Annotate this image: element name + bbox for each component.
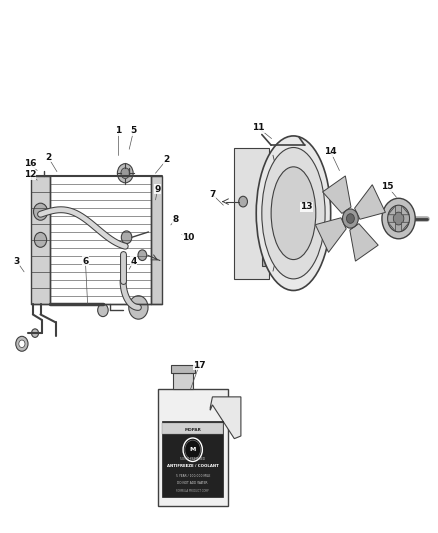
FancyBboxPatch shape <box>162 421 223 497</box>
FancyBboxPatch shape <box>173 373 193 389</box>
Text: 2: 2 <box>45 153 51 161</box>
FancyBboxPatch shape <box>234 148 269 279</box>
Polygon shape <box>355 185 385 219</box>
Text: 16: 16 <box>24 159 36 168</box>
FancyBboxPatch shape <box>31 176 50 304</box>
Polygon shape <box>402 206 409 215</box>
Text: 10: 10 <box>182 233 194 241</box>
FancyBboxPatch shape <box>151 176 162 304</box>
Circle shape <box>138 250 147 261</box>
Circle shape <box>343 209 358 228</box>
Text: 8: 8 <box>172 215 178 224</box>
Circle shape <box>185 440 201 459</box>
Text: 9: 9 <box>155 185 161 193</box>
Circle shape <box>16 336 28 351</box>
Polygon shape <box>388 206 396 215</box>
Text: 14: 14 <box>325 148 337 156</box>
Text: DO NOT ADD WATER: DO NOT ADD WATER <box>177 481 208 485</box>
FancyBboxPatch shape <box>171 365 195 373</box>
Text: 2: 2 <box>163 156 170 164</box>
Text: MOPAR: MOPAR <box>184 428 201 432</box>
Circle shape <box>33 203 47 220</box>
Text: 4: 4 <box>131 257 137 265</box>
Circle shape <box>388 205 410 232</box>
Text: 15: 15 <box>381 182 394 191</box>
Text: FORMULA PRODUCT CORP: FORMULA PRODUCT CORP <box>177 489 209 493</box>
Circle shape <box>393 212 404 225</box>
Polygon shape <box>323 176 351 213</box>
Polygon shape <box>388 222 396 231</box>
Text: 11: 11 <box>252 124 265 132</box>
FancyBboxPatch shape <box>162 423 223 434</box>
Circle shape <box>121 168 130 179</box>
Circle shape <box>239 196 247 207</box>
Circle shape <box>129 296 148 319</box>
Ellipse shape <box>256 136 331 290</box>
Ellipse shape <box>271 167 316 260</box>
Text: 7: 7 <box>209 190 215 199</box>
Polygon shape <box>350 224 378 261</box>
Circle shape <box>98 304 108 317</box>
Circle shape <box>346 214 354 223</box>
Circle shape <box>183 438 202 462</box>
Text: 50/50 PREMIXED: 50/50 PREMIXED <box>180 457 205 461</box>
Text: 6: 6 <box>82 257 88 265</box>
Circle shape <box>121 231 132 244</box>
Circle shape <box>32 329 39 337</box>
Text: 3: 3 <box>14 257 20 265</box>
Circle shape <box>34 232 46 247</box>
Text: ANTIFREEZE / COOLANT: ANTIFREEZE / COOLANT <box>167 464 219 469</box>
Text: 5 YEAR / 100,000 MILE: 5 YEAR / 100,000 MILE <box>176 474 210 478</box>
Circle shape <box>117 164 133 183</box>
Ellipse shape <box>262 148 325 279</box>
Circle shape <box>382 198 415 239</box>
Polygon shape <box>158 389 228 506</box>
Circle shape <box>19 340 25 348</box>
Text: M: M <box>190 447 196 452</box>
Text: 5: 5 <box>131 126 137 135</box>
Polygon shape <box>210 397 241 439</box>
Circle shape <box>349 222 354 228</box>
Text: 13: 13 <box>300 203 313 211</box>
Text: 12: 12 <box>24 171 36 179</box>
Polygon shape <box>402 222 409 231</box>
Text: 1: 1 <box>115 126 121 135</box>
Text: 17: 17 <box>193 361 205 369</box>
FancyBboxPatch shape <box>262 253 272 266</box>
Polygon shape <box>315 218 346 252</box>
